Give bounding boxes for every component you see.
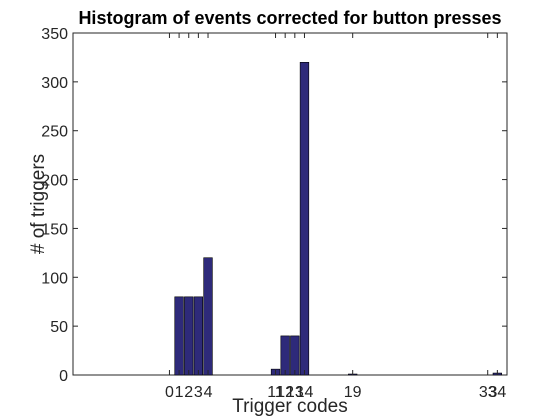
y-axis-label: # of triggers	[28, 154, 49, 254]
bar-3	[193, 296, 204, 376]
x-tick-label-11: 11	[267, 384, 284, 401]
x-tick-label-34: 34	[488, 384, 506, 401]
y-tick-label-150: 150	[41, 221, 68, 238]
x-tick-label-19: 19	[344, 384, 362, 401]
x-tick-label-3: 3	[194, 384, 203, 401]
y-axis: 0 50 100 150 200 250 300 350	[41, 26, 507, 385]
y-tick-label-50: 50	[50, 319, 68, 336]
x-tick-label-1: 1	[175, 384, 184, 401]
bar-13	[290, 335, 300, 376]
bar-4	[203, 257, 213, 376]
x-tick-label-12: 12	[276, 384, 294, 401]
x-tick-label-13: 13	[286, 384, 304, 401]
x-tick-label-14: 14	[296, 384, 314, 401]
y-tick-label-300: 300	[41, 75, 68, 92]
bar-12	[280, 335, 290, 376]
x-tick-label-2: 2	[184, 384, 193, 401]
x-tick-label-4: 4	[204, 384, 213, 401]
y-tick-label-350: 350	[41, 26, 68, 43]
y-tick-label-200: 200	[41, 173, 68, 190]
axes-box	[72, 32, 508, 376]
x-tick-label-33: 33	[479, 384, 497, 401]
bar-2	[184, 296, 194, 376]
y-tick-label-100: 100	[41, 270, 68, 287]
bar-1	[174, 296, 184, 376]
bars-group	[174, 62, 502, 376]
bar-14	[299, 62, 310, 376]
x-tick-label-0: 0	[165, 384, 174, 401]
x-axis-label: Trigger codes	[232, 396, 347, 417]
chart-title: Histogram of events corrected for button…	[78, 8, 501, 28]
y-tick-label-0: 0	[59, 368, 68, 385]
y-tick-label-250: 250	[41, 124, 68, 141]
